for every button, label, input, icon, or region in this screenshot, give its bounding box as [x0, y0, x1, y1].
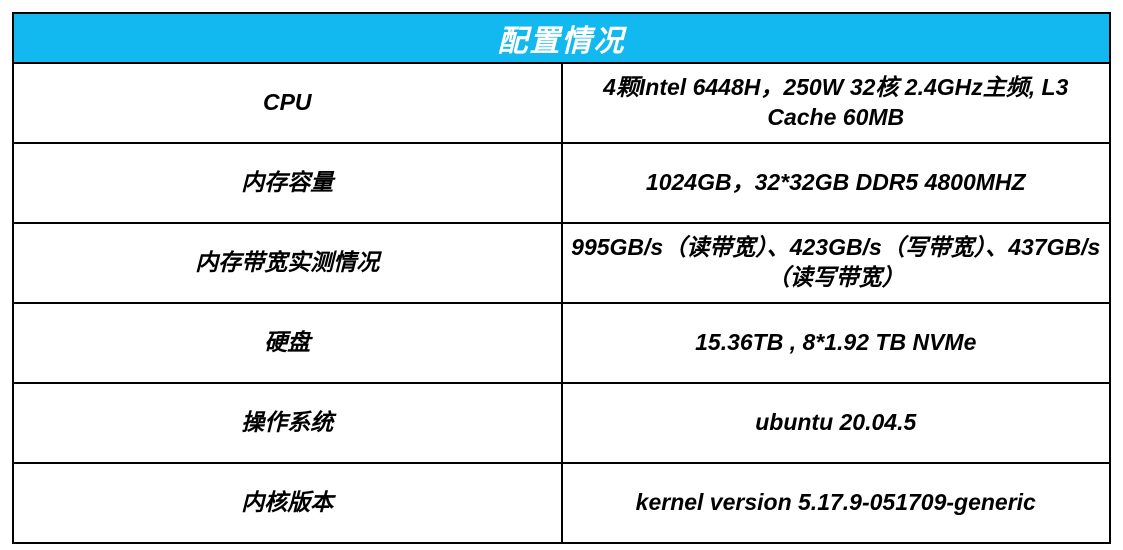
- row-label-disk: 硬盘: [13, 303, 562, 383]
- row-label-cpu: CPU: [13, 63, 562, 143]
- config-table: 配置情况 CPU 4颗Intel 6448H，250W 32核 2.4GHz主频…: [12, 12, 1111, 544]
- table-header: 配置情况: [13, 13, 1110, 63]
- row-value-kernel: kernel version 5.17.9-051709-generic: [562, 463, 1111, 543]
- row-label-kernel: 内核版本: [13, 463, 562, 543]
- row-label-memory: 内存容量: [13, 143, 562, 223]
- row-label-bandwidth: 内存带宽实测情况: [13, 223, 562, 303]
- row-value-os: ubuntu 20.04.5: [562, 383, 1111, 463]
- row-value-cpu: 4颗Intel 6448H，250W 32核 2.4GHz主频, L3 Cach…: [562, 63, 1111, 143]
- row-label-os: 操作系统: [13, 383, 562, 463]
- table-row: 内核版本 kernel version 5.17.9-051709-generi…: [13, 463, 1110, 543]
- table-row: 硬盘 15.36TB , 8*1.92 TB NVMe: [13, 303, 1110, 383]
- row-value-bandwidth: 995GB/s（读带宽）、423GB/s（写带宽）、437GB/s（读写带宽）: [562, 223, 1111, 303]
- table-row: 内存带宽实测情况 995GB/s（读带宽）、423GB/s（写带宽）、437GB…: [13, 223, 1110, 303]
- table-row: 操作系统 ubuntu 20.04.5: [13, 383, 1110, 463]
- table-row: 内存容量 1024GB，32*32GB DDR5 4800MHZ: [13, 143, 1110, 223]
- row-value-memory: 1024GB，32*32GB DDR5 4800MHZ: [562, 143, 1111, 223]
- row-value-disk: 15.36TB , 8*1.92 TB NVMe: [562, 303, 1111, 383]
- table-row: CPU 4颗Intel 6448H，250W 32核 2.4GHz主频, L3 …: [13, 63, 1110, 143]
